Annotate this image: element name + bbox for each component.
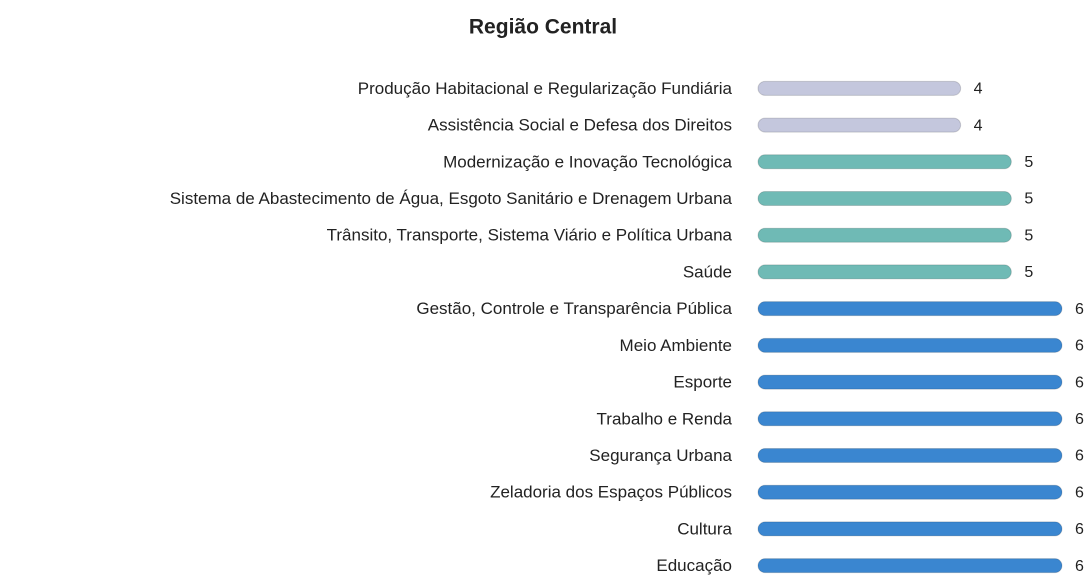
value-label: 6 [1075,374,1084,391]
bar [757,191,1012,206]
value-label: 5 [1024,227,1033,244]
value-label: 5 [1024,154,1033,171]
value-label: 4 [974,117,983,134]
bar [757,448,1063,463]
bar [757,337,1063,353]
y-tick-label: Trabalho e Renda [597,409,733,428]
y-tick-label: Gestão, Controle e Transparência Pública [416,299,732,318]
bar [757,521,1063,537]
y-tick-label: Saúde [683,262,732,281]
bar [757,301,1063,317]
y-tick-label: Segurança Urbana [589,446,732,465]
y-tick-label: Produção Habitacional e Regularização Fu… [358,79,733,98]
value-label: 6 [1075,484,1084,501]
bar [757,374,1063,390]
y-tick-label: Sistema de Abastecimento de Água, Esgoto… [170,189,733,208]
value-label: 6 [1075,411,1084,428]
y-tick-label: Cultura [677,519,732,538]
bar [757,484,1063,500]
bar [757,227,1012,243]
y-tick-label: Zeladoria dos Espaços Públicos [490,483,732,502]
value-label: 6 [1075,521,1084,538]
y-tick-label: Assistência Social e Defesa dos Direitos [428,116,732,135]
bar [757,80,962,96]
value-label: 6 [1075,448,1084,465]
value-label: 6 [1075,558,1084,575]
value-label: 6 [1075,338,1084,355]
bar [757,264,1012,280]
value-label: 5 [1024,191,1033,208]
y-tick-label: Meio Ambiente [620,336,732,355]
y-tick-label: Modernização e Inovação Tecnológica [443,152,732,171]
y-tick-label: Educação [656,556,732,575]
y-tick-label: Esporte [673,373,732,392]
bar [757,558,1063,574]
chart-title: Região Central [469,16,617,39]
value-label: 6 [1075,301,1084,318]
bar [757,154,1012,170]
y-tick-label: Trânsito, Transporte, Sistema Viário e P… [327,226,733,245]
bar [757,117,962,133]
value-label: 4 [974,81,983,98]
bar [757,411,1063,427]
value-label: 5 [1024,264,1033,281]
